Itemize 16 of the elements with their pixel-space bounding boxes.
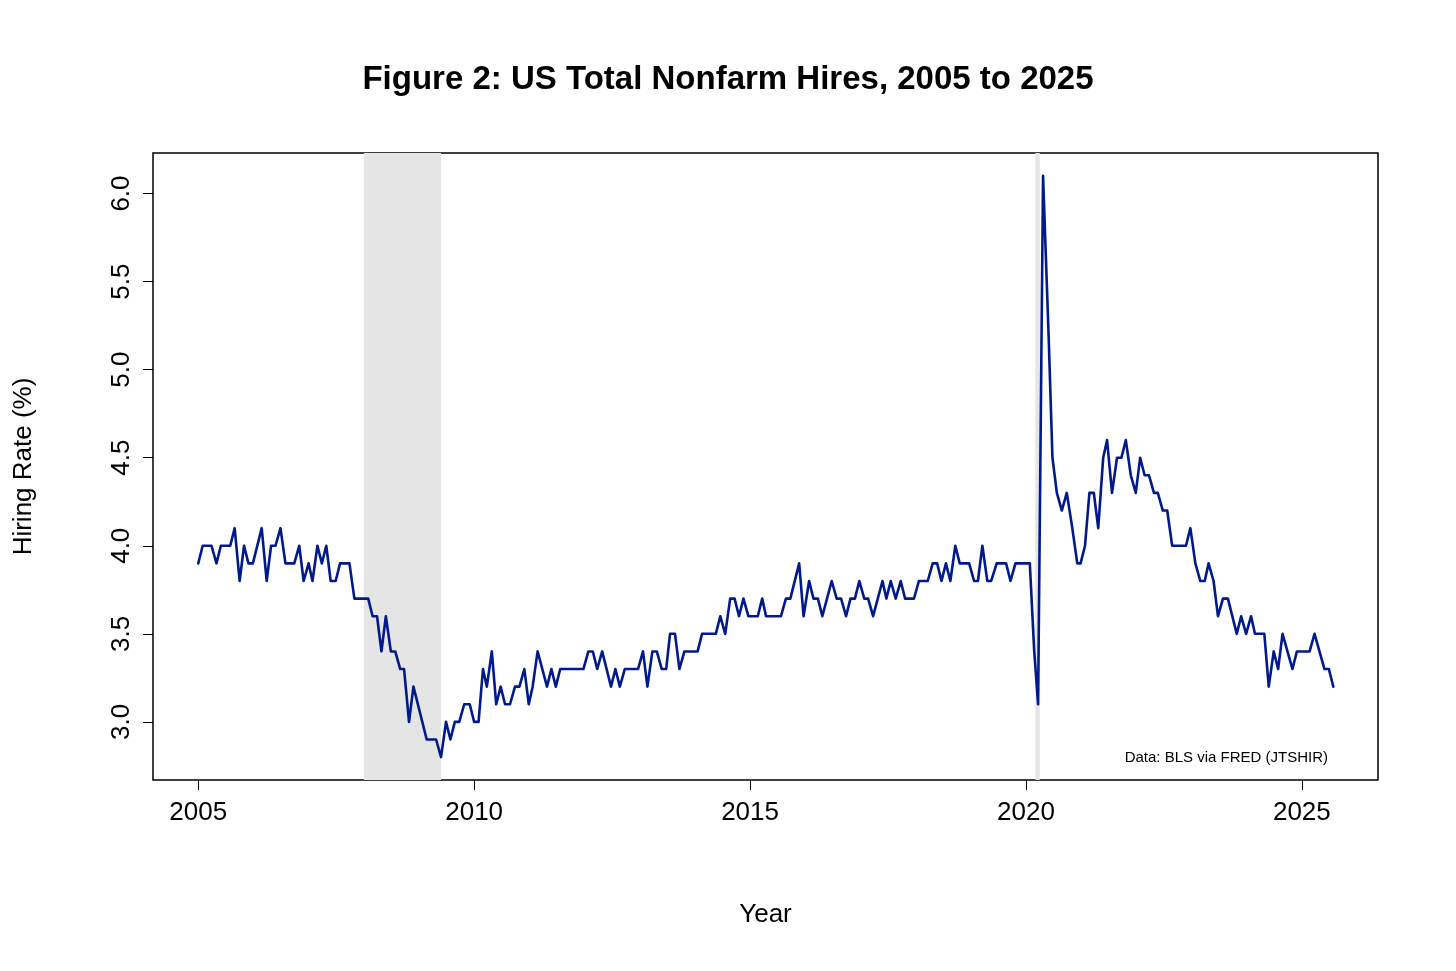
- y-tick-label: 5.5: [105, 263, 135, 300]
- x-tick-label: 2020: [997, 796, 1055, 826]
- annotation: Data: BLS via FRED (JTSHIR): [1124, 748, 1328, 765]
- x-tick-label: 2010: [445, 796, 504, 826]
- y-tick-label: 5.0: [105, 351, 135, 388]
- y-tick-label: 3.0: [105, 703, 135, 740]
- y-tick-label: 4.0: [105, 527, 135, 564]
- x-tick-label: 2015: [721, 796, 779, 826]
- y-tick-label: 6.0: [105, 175, 135, 212]
- x-axis-title: Year: [739, 898, 793, 928]
- x-tick-label: 2025: [1272, 796, 1331, 826]
- y-tick-label: 4.5: [105, 439, 135, 476]
- y-tick-label: 3.5: [105, 615, 135, 652]
- chart-title: Figure 2: US Total Nonfarm Hires, 2005 to 2025: [362, 59, 1094, 96]
- y-axis-title: Hiring Rate (%): [7, 377, 37, 556]
- x-tick-label: 2005: [169, 796, 228, 826]
